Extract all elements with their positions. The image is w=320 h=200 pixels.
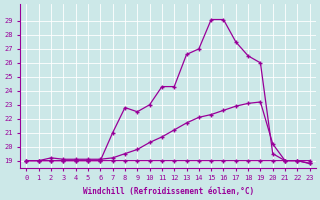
X-axis label: Windchill (Refroidissement éolien,°C): Windchill (Refroidissement éolien,°C): [83, 187, 254, 196]
